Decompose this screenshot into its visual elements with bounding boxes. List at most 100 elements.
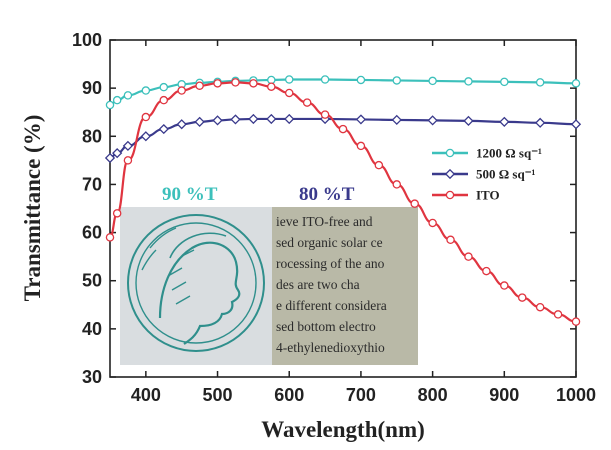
data-point (571, 79, 581, 88)
data-point (535, 117, 546, 128)
data-point (141, 86, 151, 95)
y-tick-label: 100 (72, 30, 102, 50)
data-point (499, 116, 510, 127)
x-axis-title: Wavelength(nm) (261, 417, 425, 442)
data-point (105, 233, 115, 242)
legend-item: 1200 Ω sq⁻¹ (432, 146, 542, 161)
data-point (248, 113, 259, 125)
data-point (356, 141, 366, 151)
data-point (267, 82, 276, 91)
data-point (123, 156, 133, 165)
data-point (195, 81, 204, 90)
photo-text-line: 4-ethylenedioxythio (276, 340, 385, 355)
photo-text-line: ieve ITO-free and (276, 214, 373, 229)
data-point (428, 76, 437, 86)
data-point (320, 75, 330, 84)
data-point (535, 78, 545, 87)
data-point (392, 180, 402, 189)
x-tick-label: 400 (131, 385, 161, 405)
y-axis-title: Transmittance (%) (20, 115, 45, 302)
y-tick-label: 90 (82, 78, 102, 98)
data-point (427, 115, 438, 126)
data-point (535, 302, 545, 312)
data-point (266, 113, 277, 125)
series-1 (104, 113, 582, 164)
axis-ticks: 30 40 50 60 70 80 90 100 400 500 600 700 800 900 1000 (72, 30, 596, 405)
minerva-head-logo (127, 214, 265, 352)
x-tick-label: 500 (203, 385, 233, 405)
annotation-80T: 80 %T (299, 184, 355, 205)
data-point (140, 131, 151, 142)
data-point (112, 209, 122, 218)
data-point (159, 95, 169, 105)
data-point (571, 317, 581, 326)
data-point (374, 160, 384, 170)
data-point (464, 252, 473, 261)
inset-logo-photo (120, 207, 272, 365)
data-point (355, 114, 367, 125)
y-tick-label: 80 (82, 126, 102, 146)
data-point (141, 112, 151, 122)
data-point (553, 310, 563, 319)
data-point (392, 76, 402, 85)
photo-text-line: sed bottom electro (276, 319, 376, 334)
data-point (482, 266, 491, 276)
legend-marker (445, 148, 455, 158)
data-point (302, 98, 312, 107)
data-point (284, 75, 294, 84)
data-point (446, 235, 455, 245)
series-layer (104, 75, 582, 326)
data-point (212, 115, 223, 126)
data-point (284, 88, 294, 98)
data-point (464, 77, 473, 86)
data-point (123, 91, 133, 100)
inset-photos: ieve ITO-free and sed organic solar ce r… (120, 207, 418, 365)
data-point (338, 124, 348, 134)
data-point (249, 79, 258, 88)
data-point (231, 78, 240, 87)
data-point (112, 95, 122, 105)
data-point (410, 199, 419, 208)
photo-text-line: sed organic solar ce (276, 235, 383, 250)
data-point (104, 152, 116, 164)
legend-item: 500 Ω sq⁻¹ (432, 167, 536, 182)
data-point (105, 100, 115, 110)
data-point (428, 218, 437, 228)
data-point (159, 82, 169, 92)
data-point (194, 116, 205, 127)
data-point (391, 114, 402, 126)
inset-text-lines: ieve ITO-free and sed organic solar ce r… (276, 214, 387, 355)
data-point (500, 77, 509, 87)
legend-marker (445, 190, 455, 200)
photo-text-line: rocessing of the ano (276, 256, 385, 271)
inset-text-photo (272, 207, 418, 365)
x-tick-label: 700 (346, 385, 376, 405)
x-tick-label: 900 (489, 385, 519, 405)
annotation-90T: 90 %T (162, 184, 218, 205)
legend: 1200 Ω sq⁻¹ 500 Ω sq⁻¹ ITO (432, 146, 542, 203)
data-point (517, 293, 527, 302)
y-tick-label: 60 (82, 223, 102, 243)
legend-item: ITO (432, 188, 500, 203)
data-point (230, 114, 241, 125)
plot-frame (109, 39, 577, 378)
legend-label: 500 Ω sq⁻¹ (476, 167, 536, 182)
data-point (320, 110, 330, 119)
series-2 (105, 78, 581, 326)
data-point (570, 119, 582, 130)
series-line (108, 81, 577, 323)
data-point (213, 79, 222, 88)
x-tick-label: 800 (418, 385, 448, 405)
data-point (500, 281, 509, 290)
legend-marker (444, 168, 456, 180)
legend-label: ITO (476, 188, 500, 203)
y-tick-label: 50 (82, 271, 102, 291)
photo-text-line: des are two cha (276, 277, 360, 292)
data-point (122, 140, 134, 152)
legend-label: 1200 Ω sq⁻¹ (476, 146, 542, 161)
data-point (112, 148, 123, 159)
data-point (356, 75, 366, 85)
y-tick-label: 40 (82, 319, 102, 339)
y-tick-label: 70 (82, 174, 102, 194)
